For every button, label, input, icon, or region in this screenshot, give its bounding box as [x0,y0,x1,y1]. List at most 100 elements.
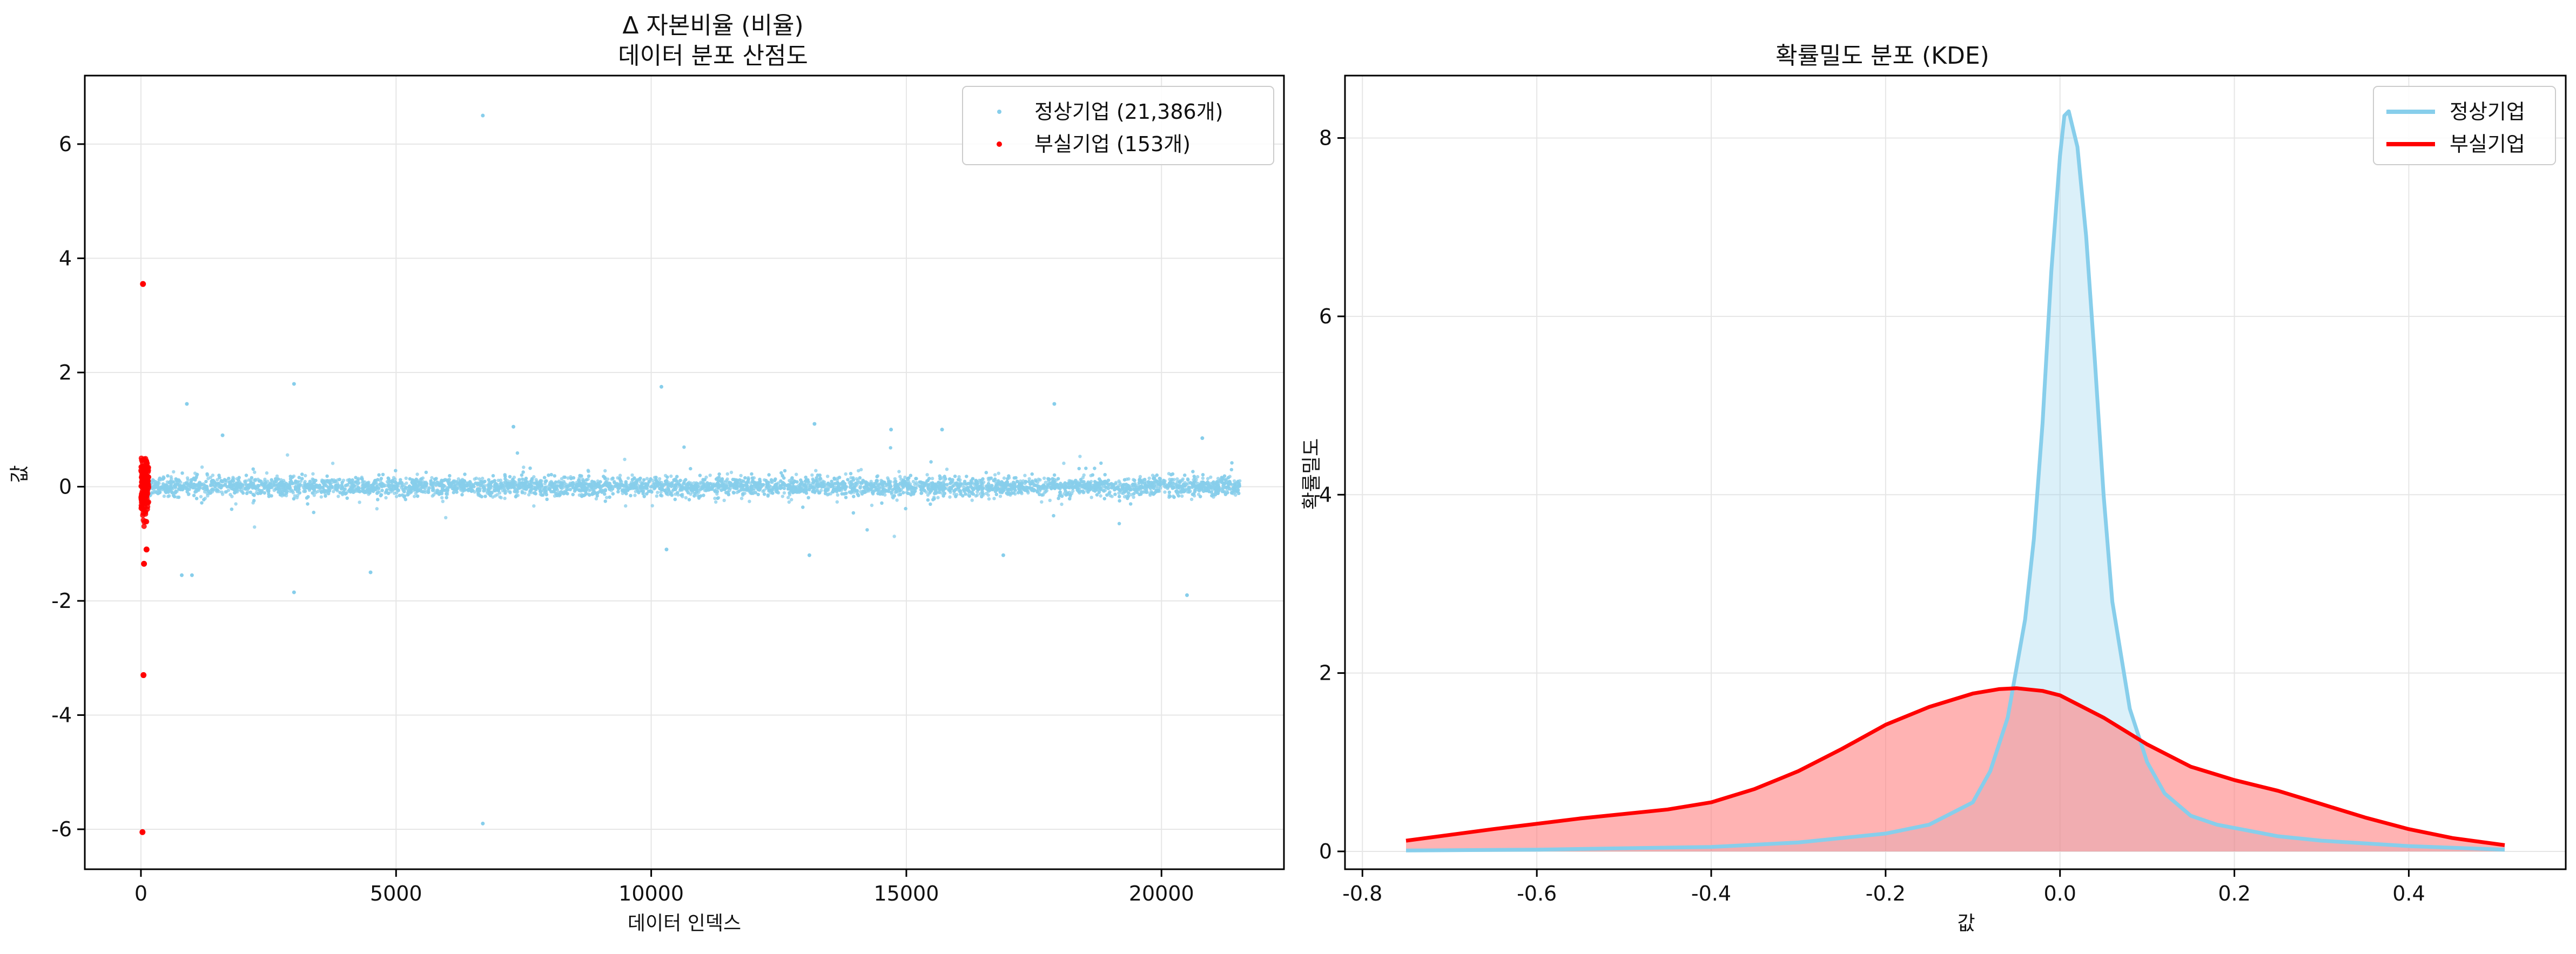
scatter-point-normal [180,471,184,475]
scatter-point-normal [220,490,224,494]
scatter-point-normal [629,493,633,498]
scatter-point-normal [241,491,245,495]
scatter-point-normal [638,485,643,489]
scatter-point-normal [886,476,890,480]
scatter-point-normal [1147,476,1151,480]
scatter-point-normal [666,485,670,489]
scatter-point-normal [1176,494,1181,498]
scatter-point-normal [670,481,674,485]
scatter-point-normal [1082,473,1086,477]
scatter-point-normal [300,472,304,476]
scatter-point-normal [826,475,830,478]
scatter-point-normal [744,481,748,485]
scatter-point-normal [575,481,579,484]
scatter-point-normal [248,490,253,494]
scatter-point-normal [984,471,988,475]
scatter-point-normal [263,479,267,483]
scatter-point-normal [434,483,438,487]
scatter-point-normal [452,491,455,495]
scatter-point-normal [997,471,1000,475]
scatter-point-normal [472,485,476,489]
scatter-point-normal [650,504,654,508]
scatter-point-normal [702,485,706,489]
scatter-point-normal [541,493,545,497]
scatter-point-normal [802,483,806,487]
scatter-point-normal [251,467,255,471]
scatter-point-normal [1042,476,1046,480]
scatter-point-normal [979,481,984,485]
scatter-point-normal [624,504,628,508]
scatter-point-normal [345,496,349,500]
scatter-point-normal [717,472,721,476]
scatter-point-normal [630,473,634,477]
scatter-point-normal [836,493,840,497]
scatter-point-normal [702,482,706,486]
scatter-point-normal [213,484,217,489]
scatter-point-normal [566,476,570,480]
scatter-point-normal [1037,477,1040,481]
scatter-point-normal [440,496,444,500]
scatter-point-normal [787,500,791,504]
scatter-point-normal [459,488,463,492]
scatter-point-normal [384,496,388,500]
scatter-point-normal [354,476,358,479]
scatter-point-normal [455,480,459,484]
scatter-point-normal [945,468,949,471]
scatter-point-normal [1138,475,1142,478]
scatter-point-normal [376,498,380,502]
scatter-point-normal [172,470,176,474]
scatter-point-normal [392,476,396,479]
scatter-point-normal [970,498,974,502]
scatter-point-normal [387,477,391,481]
scatter-point-normal [1027,477,1031,481]
scatter-point-normal [209,483,213,488]
scatter-point-normal [992,497,996,500]
scatter-point-normal [1227,480,1231,484]
scatter-point-normal [487,492,491,496]
scatter-point-normal [312,481,316,485]
scatter-point-normal [277,490,280,494]
scatter-point-normal [893,477,897,481]
scatter-point-normal [162,494,166,498]
scatter-point-normal [205,472,209,476]
scatter-point-normal [994,492,999,496]
scatter-point-normal [902,491,905,495]
scatter-point-normal [974,494,978,498]
scatter-point-normal [925,473,929,477]
scatter-point-normal [1206,477,1210,481]
scatter-point-normal [1132,495,1135,499]
scatter-point-normal [616,490,620,493]
scatter-point-normal [835,478,839,482]
scatter-point-normal [311,472,315,476]
scatter-point-normal [952,489,956,493]
scatter-point-normal [444,516,448,519]
scatter-point-normal [206,477,210,481]
scatter-point-normal [293,494,297,498]
scatter-point-normal [987,497,991,501]
scatter-point-normal [894,479,898,483]
scatter-point-normal [1171,486,1174,490]
scatter-point-normal [223,483,227,487]
scatter-point-normal [876,491,880,496]
scatter-point-normal [172,484,177,488]
scatter-point-normal [435,481,439,484]
scatter-point-normal [762,489,766,492]
scatter-point-normal [252,499,256,503]
scatter-point-normal [1142,490,1146,494]
scatter-point-normal [535,479,539,484]
scatter-point-normal [738,478,742,482]
scatter-point-normal [562,481,567,485]
scatter-point-normal [360,477,364,481]
scatter-point-normal [1106,478,1111,482]
scatter-point-normal [473,477,476,481]
scatter-point-normal [818,473,822,477]
scatter-title-line2: 데이터 분포 산점도 [618,42,808,70]
scatter-point-normal [377,473,381,477]
scatter-point-normal [669,474,673,478]
scatter-point-normal [641,482,644,485]
scatter-point-normal [919,491,924,495]
scatter-point-normal [1023,473,1027,477]
scatter-point-normal [1044,481,1047,484]
scatter-point-normal [587,474,591,478]
scatter-point-normal [948,495,952,499]
